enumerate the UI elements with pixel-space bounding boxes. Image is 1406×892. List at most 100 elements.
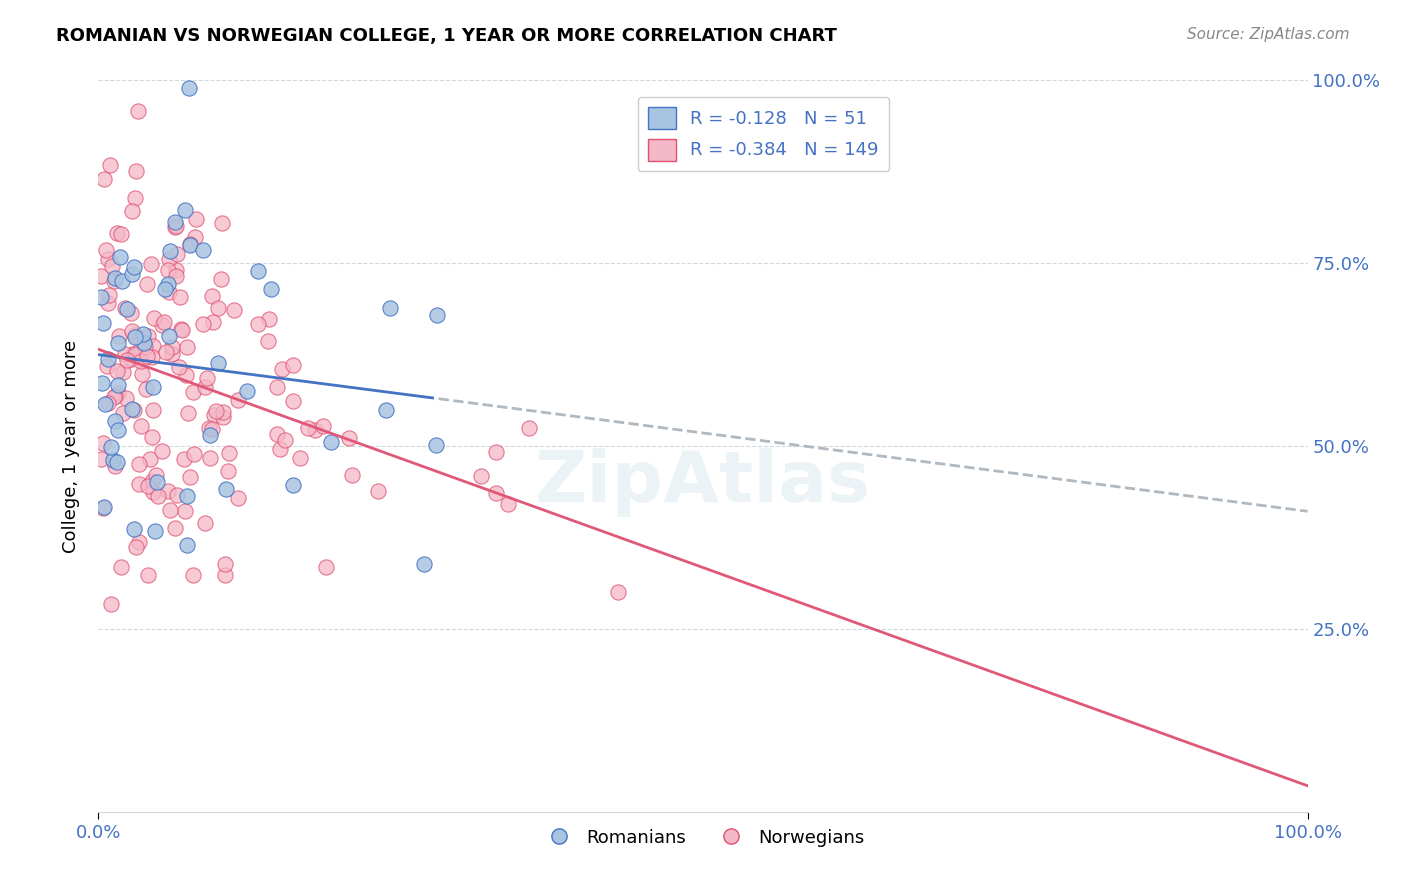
Point <box>122 347 145 361</box>
Point <box>184 229 207 244</box>
Point <box>179 236 201 251</box>
Point <box>163 215 186 229</box>
Point <box>90 376 112 391</box>
Point <box>156 483 179 498</box>
Text: ZipAtlas: ZipAtlas <box>536 448 870 517</box>
Point <box>146 490 169 504</box>
Point <box>136 349 159 363</box>
Point <box>163 220 186 235</box>
Point <box>176 538 198 552</box>
Point <box>207 356 229 370</box>
Point <box>107 386 129 401</box>
Point <box>112 406 135 420</box>
Point <box>375 403 398 417</box>
Point <box>173 452 195 467</box>
Point <box>139 451 162 466</box>
Point <box>100 441 122 455</box>
Point <box>297 421 319 435</box>
Point <box>157 252 180 266</box>
Text: Source: ZipAtlas.com: Source: ZipAtlas.com <box>1187 27 1350 42</box>
Point <box>337 432 360 446</box>
Point <box>159 329 181 343</box>
Point <box>179 469 201 483</box>
Point <box>214 558 236 572</box>
Point <box>312 419 335 434</box>
Point <box>136 479 159 493</box>
Point <box>129 341 152 355</box>
Point <box>105 364 128 378</box>
Point <box>141 474 163 488</box>
Point <box>135 277 157 292</box>
Point <box>212 409 235 424</box>
Point <box>98 158 121 172</box>
Point <box>194 516 217 530</box>
Point <box>90 290 112 304</box>
Point <box>91 317 114 331</box>
Point <box>129 419 152 434</box>
Point <box>124 163 146 178</box>
Point <box>176 340 198 354</box>
Point <box>177 80 200 95</box>
Point <box>195 371 218 385</box>
Point <box>139 256 162 270</box>
Point <box>218 446 240 460</box>
Point <box>470 468 492 483</box>
Point <box>165 521 187 535</box>
Point <box>484 486 506 500</box>
Point <box>131 367 153 381</box>
Point <box>91 501 114 516</box>
Point <box>222 302 245 317</box>
Text: ROMANIAN VS NORWEGIAN COLLEGE, 1 YEAR OR MORE CORRELATION CHART: ROMANIAN VS NORWEGIAN COLLEGE, 1 YEAR OR… <box>56 27 837 45</box>
Point <box>426 308 449 322</box>
Point <box>136 329 159 343</box>
Point <box>269 442 291 456</box>
Point <box>143 524 166 538</box>
Point <box>274 433 297 447</box>
Point <box>112 365 135 379</box>
Point <box>177 406 200 420</box>
Point <box>104 271 127 285</box>
Point <box>181 385 204 400</box>
Point <box>179 238 201 252</box>
Point <box>107 378 129 392</box>
Point <box>607 584 630 599</box>
Point <box>101 259 124 273</box>
Point <box>103 390 125 404</box>
Point <box>98 287 121 301</box>
Point <box>135 382 157 396</box>
Point <box>100 597 122 611</box>
Point <box>105 455 128 469</box>
Point <box>153 282 176 296</box>
Point <box>378 301 401 315</box>
Point <box>115 352 138 367</box>
Point <box>108 329 131 343</box>
Point <box>159 503 181 517</box>
Point <box>201 289 224 303</box>
Point <box>266 380 288 394</box>
Point <box>517 421 540 435</box>
Point <box>143 310 166 325</box>
Point <box>101 452 124 467</box>
Point <box>155 344 177 359</box>
Point <box>256 334 278 348</box>
Point <box>202 408 225 422</box>
Point <box>97 252 120 266</box>
Point <box>120 305 142 319</box>
Point <box>153 315 176 329</box>
Point <box>304 423 326 437</box>
Point <box>270 362 292 376</box>
Point <box>174 504 197 518</box>
Point <box>115 391 138 405</box>
Point <box>96 359 118 373</box>
Point <box>97 296 120 310</box>
Point <box>129 353 152 368</box>
Point <box>165 269 187 284</box>
Point <box>367 484 389 499</box>
Point <box>121 402 143 417</box>
Point <box>193 243 215 257</box>
Point <box>194 380 217 394</box>
Point <box>142 380 165 394</box>
Point <box>266 427 288 442</box>
Point <box>97 352 120 367</box>
Legend: Romanians, Norwegians: Romanians, Norwegians <box>534 822 872 854</box>
